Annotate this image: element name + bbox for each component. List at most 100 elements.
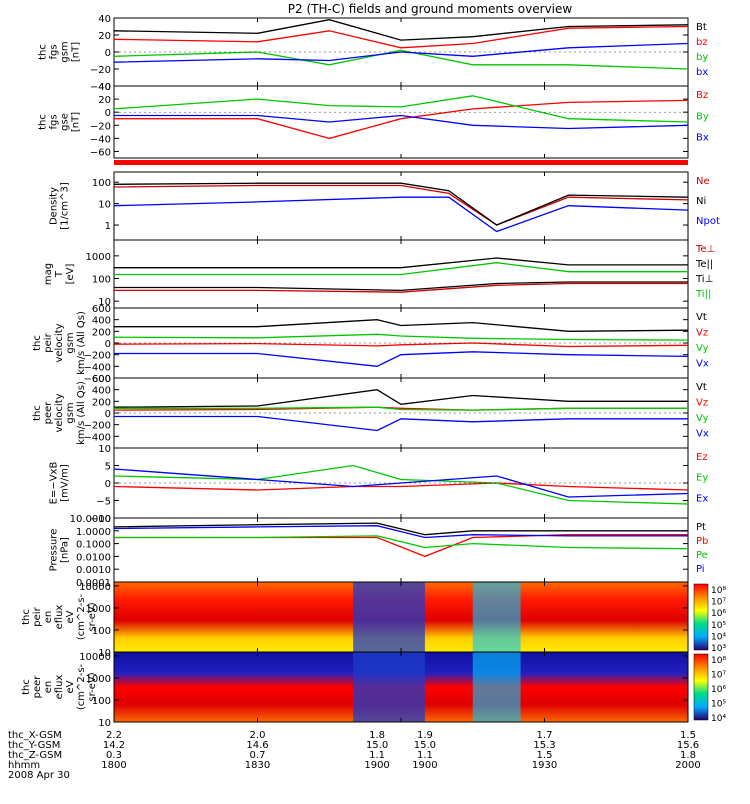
y-axis-label: velocity: [54, 393, 65, 432]
y-axis-label: T: [54, 270, 65, 278]
y-tick-label: 1000: [86, 604, 111, 615]
y-axis-label: Density: [49, 187, 60, 225]
y-tick-label: 20: [98, 95, 111, 106]
y-tick-label: 10.0000: [70, 514, 111, 525]
x-row-value: 1830: [245, 760, 270, 771]
y-axis-label: fgs: [49, 44, 60, 59]
series-bz: [114, 25, 688, 49]
x-row-value: 1.8: [369, 730, 385, 741]
y-tick-label: 1000: [86, 252, 111, 263]
y-axis-label: eV: [65, 610, 76, 623]
colorbar-tick-label: 10⁶: [711, 609, 726, 619]
y-axis-label: fgs: [49, 114, 60, 129]
x-row-value: 0.7: [250, 750, 266, 761]
y-tick-label: 1: [105, 221, 111, 232]
legend-entry: Ti||: [695, 289, 711, 300]
y-tick-label: −200: [84, 351, 111, 362]
legend-entry: bx: [696, 67, 708, 78]
status-bar: [114, 160, 688, 165]
y-axis-label: en: [43, 681, 54, 694]
series-Pe: [114, 535, 688, 550]
y-tick-label: 1000: [86, 674, 111, 685]
colorbar-tick-label: 10⁵: [711, 700, 726, 710]
y-axis-label: mag: [43, 263, 54, 285]
legend-entry: Ex: [696, 493, 708, 504]
spectrogram-dropout: [353, 652, 425, 722]
y-tick-label: −60: [90, 147, 111, 158]
series-Ni: [114, 182, 688, 226]
y-tick-label: 100: [92, 696, 111, 707]
x-row-label: thc_Y-GSM: [8, 740, 60, 751]
legend-entry: Pt: [696, 522, 706, 533]
y-tick-label: 100: [92, 275, 111, 286]
legend-entry: Bt: [696, 22, 707, 33]
panel-fgs-gse: 40 20 0 −20 −40 −60 thc fgs gse [nT] Bz By Bx: [38, 82, 709, 159]
y-tick-label: −20: [90, 65, 111, 76]
x-row-value: 1800: [101, 760, 126, 771]
series-Ne: [114, 184, 688, 226]
legend-entry: Te||: [695, 259, 713, 270]
x-axis-labels: thc_X-GSM 2.2 2.0 1.8 1.9 1.7 1.5 thc_Y-GSM 14.2…: [8, 730, 701, 781]
legend-entry: Bz: [696, 90, 708, 101]
y-tick-label: −400: [84, 362, 111, 373]
x-row-value: 15.0: [414, 740, 436, 751]
legend-entry: Vz: [696, 328, 708, 339]
y-axis-label: km/s (All Qs): [76, 311, 87, 375]
spectrogram-feature: [472, 582, 521, 652]
colorbar-tick-label: 10⁴: [711, 632, 726, 642]
panel-density: 100 10 1 Density [1/cm^3] Ne Ni Npot: [49, 171, 720, 241]
x-row-value: 1.5: [680, 730, 696, 741]
y-axis-label: Pressure: [49, 529, 60, 572]
colorbar-tick-label: 10⁶: [711, 685, 726, 695]
y-tick-label: −400: [84, 432, 111, 443]
x-row-value: 14.6: [246, 740, 268, 751]
legend-entry: Ti⊥: [695, 274, 713, 285]
colorbar-tick-label: 10⁵: [711, 621, 726, 631]
y-tick-label: 10000: [79, 652, 111, 663]
panel-peer-spec: 10⁸ 10⁷ 10⁶ 10⁵ 10⁴ 10000 1000 100 10 thc peer en ef…: [21, 651, 726, 729]
y-tick-label: 0.1000: [76, 540, 111, 551]
y-tick-label: 100: [92, 178, 111, 189]
legend-entry: bz: [696, 37, 708, 48]
y-tick-label: 0: [105, 479, 111, 490]
y-axis-label: (cm^2-s-: [76, 663, 87, 710]
legend-entry: Vz: [696, 398, 708, 409]
colorbar-tick-label: 10⁷: [711, 671, 726, 681]
y-axis-label: gsm: [65, 332, 76, 353]
colorbar-peir-spec: [693, 583, 709, 651]
legend-entry: Vx: [696, 359, 709, 370]
series-Vx: [114, 351, 688, 367]
y-axis-label: [nT]: [71, 112, 82, 132]
series-Te||: [114, 281, 688, 292]
y-axis-label: [eV]: [65, 264, 76, 285]
y-axis-label: thc: [38, 114, 49, 130]
date-label: 2008 Apr 30: [8, 770, 70, 781]
x-row-label: hhmm: [8, 760, 40, 771]
y-tick-label: −20: [90, 121, 111, 132]
y-axis-label: [mV/m]: [60, 464, 71, 502]
legend-entry: Ey: [696, 473, 708, 484]
series-Ez: [114, 482, 688, 491]
y-axis-label: eV: [65, 680, 76, 693]
y-axis-label: eflux: [54, 675, 65, 700]
y-tick-label: 0.0001: [76, 578, 111, 589]
legend-entry: Bx: [696, 133, 709, 144]
legend-entry: Vt: [696, 312, 707, 323]
spectrogram-feature: [472, 652, 521, 722]
series-Vz: [114, 342, 688, 348]
x-row-value: 1900: [412, 760, 437, 771]
y-axis-label: peer: [43, 401, 54, 425]
y-tick-label: 10: [98, 718, 111, 729]
x-row-value: 15.0: [366, 740, 388, 751]
y-tick-label: 5: [105, 462, 111, 473]
y-axis-label: eflux: [54, 605, 65, 630]
colorbar-tick-label: 10³: [711, 644, 726, 654]
legend-entry: Pb: [696, 536, 708, 547]
y-axis-label: gsm: [60, 41, 71, 62]
y-tick-label: −600: [84, 374, 111, 385]
y-tick-label: 10: [98, 444, 111, 455]
